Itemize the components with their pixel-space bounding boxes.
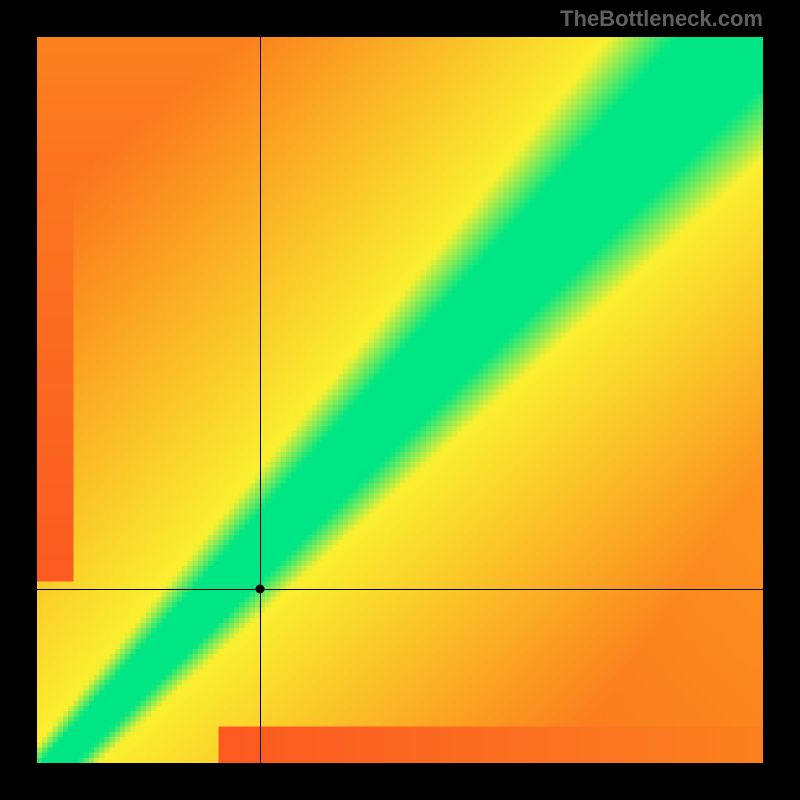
- plot-area: [37, 37, 763, 763]
- crosshair-horizontal: [37, 589, 763, 590]
- crosshair-vertical: [260, 37, 261, 763]
- marker-dot: [255, 585, 264, 594]
- watermark-text: TheBottleneck.com: [560, 6, 763, 32]
- heatmap-canvas: [37, 37, 763, 763]
- chart-container: TheBottleneck.com: [0, 0, 800, 800]
